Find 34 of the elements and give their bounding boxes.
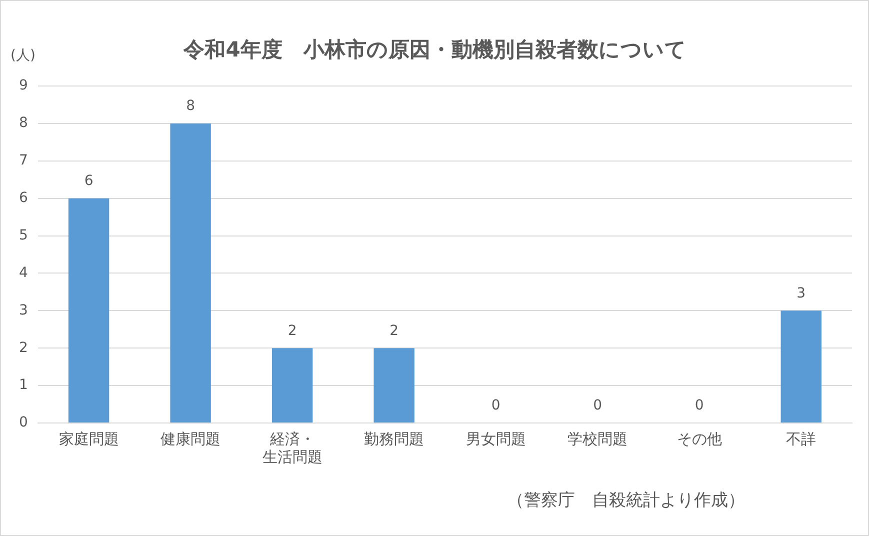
data-label: 0 <box>593 398 602 414</box>
x-tick-label: 不詳 <box>786 430 816 448</box>
x-tick-label: 経済・生活問題 <box>262 430 322 466</box>
x-tick-label: 家庭問題 <box>58 430 119 448</box>
bar <box>170 123 211 422</box>
bar <box>780 310 822 422</box>
data-label: 8 <box>186 98 196 114</box>
y-tick-label: 2 <box>18 340 28 356</box>
data-label: 3 <box>796 285 806 302</box>
data-label: 2 <box>390 322 399 339</box>
data-label: 2 <box>288 322 297 339</box>
bar <box>68 198 110 422</box>
x-tick-label: 健康問題 <box>160 430 221 448</box>
y-axis-title: (人) <box>10 48 36 64</box>
bar <box>272 348 313 422</box>
x-tick-label: 学校問題 <box>568 430 628 448</box>
x-tick-label: 勤務問題 <box>364 430 424 448</box>
text: （警察庁 自殺統計より作成） <box>507 490 745 510</box>
x-tick-label: その他 <box>676 430 722 448</box>
y-tick-label: 3 <box>18 302 28 318</box>
y-tick-label: 9 <box>18 78 28 94</box>
data-label: 6 <box>84 172 94 189</box>
y-tick-label: 5 <box>18 227 28 244</box>
data-label: 0 <box>491 398 500 414</box>
x-tick-label: 男女問題 <box>466 430 526 448</box>
chart-title: 令和4年度 小林市の原因・動機別自殺者数について <box>182 37 686 62</box>
data-label: 0 <box>694 398 704 414</box>
y-tick-label: 1 <box>18 377 28 394</box>
bar <box>374 348 414 422</box>
y-tick-label: 0 <box>18 414 28 431</box>
y-tick-label: 7 <box>18 152 28 169</box>
y-tick-label: 6 <box>18 190 28 206</box>
y-tick-label: 8 <box>18 115 28 132</box>
y-tick-label: 4 <box>18 264 28 281</box>
